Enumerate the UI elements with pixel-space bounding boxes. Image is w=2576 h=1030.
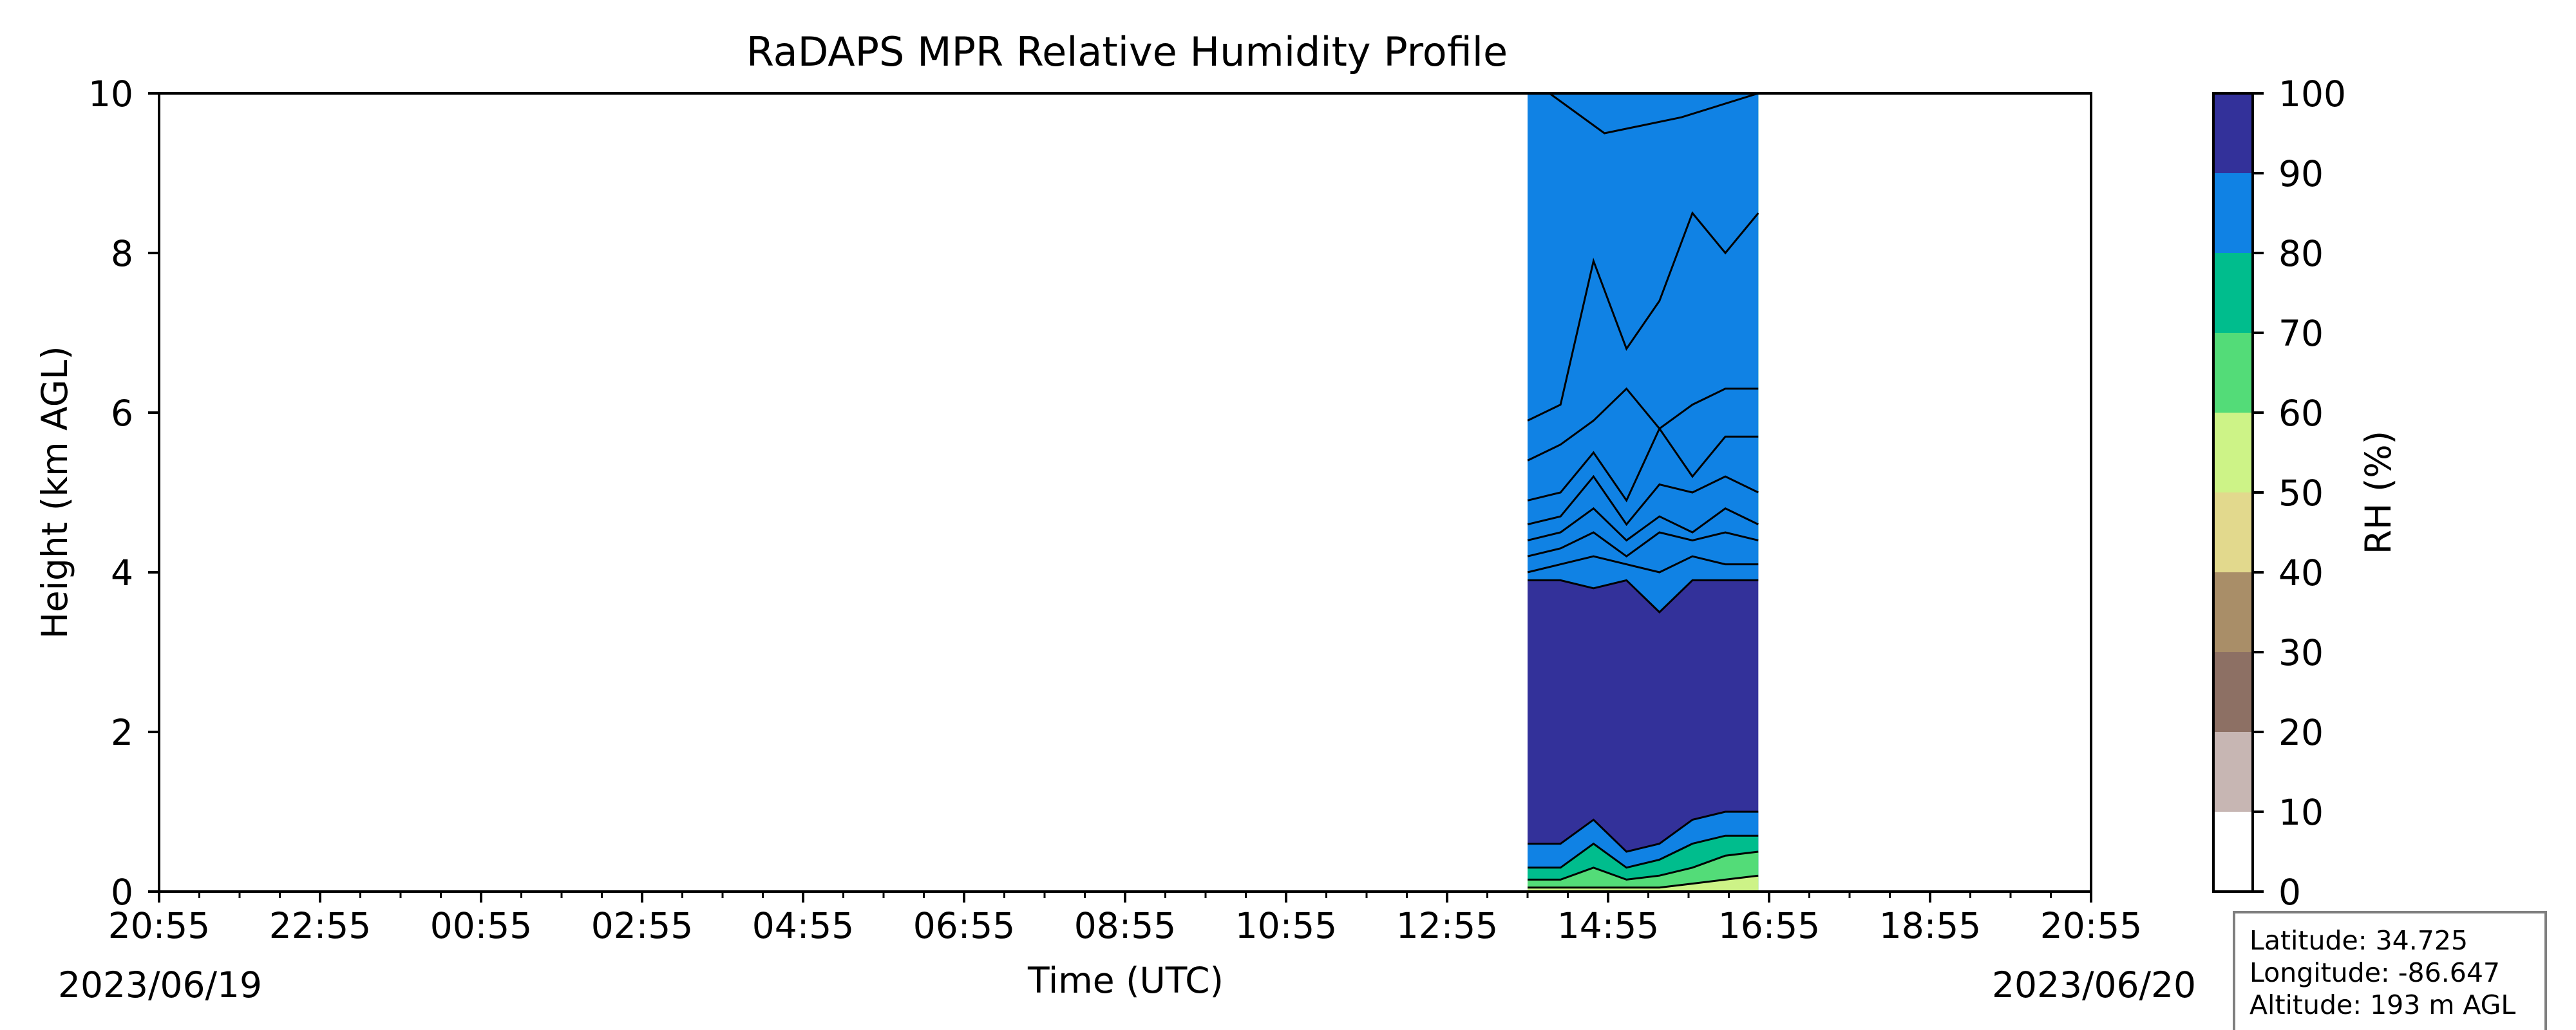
x-tick-label: 08:55 [1074, 905, 1177, 946]
contour-line-81 [1528, 834, 1759, 869]
altitude-text: Altitude: 193 m AGL [2249, 989, 2515, 1020]
date-end-label: 2023/06/20 [1992, 964, 2196, 1006]
colorbar-tick-label: 20 [2278, 712, 2324, 753]
colorbar-swatch-0 [2213, 812, 2253, 892]
colorbar [2213, 93, 2253, 892]
plot-area-background [159, 93, 2091, 892]
x-tick-label: 22:55 [269, 905, 372, 946]
contour-line-40 [1527, 426, 1759, 503]
contour-line-50 [1527, 474, 1759, 527]
latitude-text: Latitude: 34.725 [2249, 925, 2468, 956]
y-tick-label: 10 [88, 73, 133, 115]
colorbar-label: RH (%) [2358, 431, 2399, 554]
contour-plot [1527, 93, 1759, 892]
x-tick-label: 20:55 [2040, 905, 2143, 946]
colorbar-tick-label: 40 [2278, 552, 2324, 594]
x-tick-label: 00:55 [430, 905, 533, 946]
colorbar-tick-label: 0 [2278, 872, 2301, 913]
colorbar-swatch-60 [2213, 333, 2253, 413]
contour-line-60 [1527, 507, 1759, 542]
y-tick-label: 8 [111, 233, 133, 274]
date-start-label: 2023/06/19 [58, 964, 262, 1006]
x-axis-label: Time (UTC) [1027, 960, 1224, 1001]
x-tick-label: 16:55 [1718, 905, 1821, 946]
colorbar-swatch-90 [2213, 93, 2253, 173]
x-tick-label: 10:55 [1235, 905, 1338, 946]
y-tick-label: 4 [111, 552, 133, 594]
contour-line-30 [1527, 387, 1759, 462]
longitude-text: Longitude: -86.647 [2249, 957, 2500, 988]
y-tick-label: 6 [111, 393, 133, 434]
y-tick-label: 2 [111, 712, 133, 753]
colorbar-tick-label: 50 [2278, 473, 2324, 514]
station-info-box [2233, 911, 2547, 1030]
y-axis-ticks: 0 2 4 6 8 10 [88, 73, 159, 913]
colorbar-tick-label: 30 [2278, 632, 2324, 673]
contour-line-91 [1528, 810, 1759, 853]
contour-line-10 [1548, 93, 1759, 135]
x-tick-label: 12:55 [1396, 905, 1499, 946]
colorbar-swatch-40 [2213, 492, 2253, 572]
x-tick-label: 20:55 [108, 905, 211, 946]
contour-line-80 [1527, 555, 1759, 574]
colorbar-swatch-80 [2213, 173, 2253, 253]
x-axis-ticks: 20:55 22:55 00:55 02:55 04:55 06:55 08:55 10:55… [108, 892, 2143, 946]
colorbar-swatch-20 [2213, 652, 2253, 732]
rh-band-below-70 [1528, 852, 1759, 892]
x-tick-label: 02:55 [591, 905, 694, 946]
y-tick-label: 0 [111, 872, 133, 913]
x-tick-label: 04:55 [752, 905, 855, 946]
colorbar-tick-label: 60 [2278, 393, 2324, 434]
contour-line-71 [1528, 850, 1759, 881]
y-axis-label: Height (km AGL) [34, 346, 75, 639]
contour-line-90 [1528, 579, 1759, 614]
colorbar-ticks: 0 10 20 30 40 50 60 70 80 90 100 [2253, 73, 2346, 913]
chart-title: RaDAPS MPR Relative Humidity Profile [746, 28, 1508, 75]
colorbar-swatch-10 [2213, 732, 2253, 812]
x-tick-label: 18:55 [1879, 905, 1982, 946]
x-tick-label: 06:55 [913, 905, 1016, 946]
contour-line-20 [1527, 211, 1759, 422]
colorbar-tick-label: 100 [2278, 73, 2346, 115]
colorbar-tick-label: 10 [2278, 792, 2324, 833]
colorbar-swatch-50 [2213, 413, 2253, 492]
contour-line-61 [1528, 874, 1759, 889]
colorbar-tick-label: 70 [2278, 313, 2324, 354]
colorbar-swatch-70 [2213, 253, 2253, 333]
colorbar-swatch-30 [2213, 572, 2253, 652]
x-tick-label: 14:55 [1557, 905, 1660, 946]
contour-line-70 [1527, 531, 1759, 558]
colorbar-tick-label: 80 [2278, 233, 2324, 274]
colorbar-tick-label: 90 [2278, 153, 2324, 194]
